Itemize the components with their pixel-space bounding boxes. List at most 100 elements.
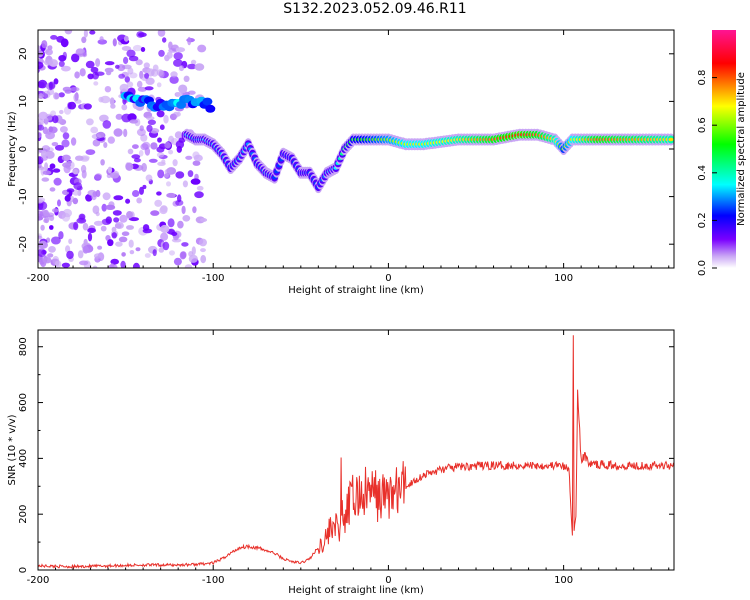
spectrogram-noise-blob [151,69,159,77]
spectrogram-noise-blob [131,154,141,159]
spectrogram-noise-blob [162,37,167,43]
spectrogram-noise-blob [182,215,191,222]
spectrogram-noise-blob [156,110,165,118]
page-title: S132.2023.052.09.46.R11 [283,1,467,17]
spectrogram-noise-blob [126,225,134,230]
spectrogram-noise-blob [38,79,48,89]
spectrogram-noise-blob [54,144,65,151]
spectrogram-noise-blob [157,137,162,143]
spectrogram-noise-blob [160,232,169,241]
spectrogram-noise-blob [38,118,44,127]
spectrogram-noise-blob [150,142,158,150]
spectrogram-noise-blob [125,162,134,171]
spectrogram-noise-blob [43,218,48,223]
spectrogram-noise-blob [100,159,105,166]
spectrogram-noise-blob [42,170,52,175]
spectrogram-noise-blob [93,220,104,226]
spectrogram-noise-blob [139,125,144,132]
spectrogram-noise-blob [83,103,92,110]
spectrogram-noise-blob [86,118,94,126]
spectrogram-noise-blob [42,126,48,135]
spectrogram-noise-blob [50,35,58,40]
spectrogram-noise-blob [157,30,166,37]
spectrogram-noise-blob [121,252,126,257]
spectrogram-noise-blob [175,199,184,206]
spectrogram-noise-blob [179,65,184,72]
spectrogram-noise-blob [175,92,183,97]
spectrogram-y-label: Frequency (Hz) [7,111,18,187]
spectrogram-noise-blob [177,220,184,229]
snr-panel: -200 -100 0 100 0 200 400 600 800 Height of stra… [7,329,675,596]
spectrogram-noise-blob [44,162,49,172]
spectrogram-noise-blob [138,32,147,37]
spectrogram-noise-blob [154,199,163,207]
spectrogram-noise-blob [173,257,182,266]
spectrogram-noise-blob [41,177,50,182]
spectrogram-noise-blob [92,139,101,147]
spectrogram-noise-blob [132,144,139,150]
spectrogram-noise-blob [51,236,61,245]
spectrogram-noise-blob [68,238,73,244]
spectrogram-noise-blob [187,36,192,46]
spectrogram-y-tick-label: -10 [18,188,29,204]
spectrogram-noise-blob [48,81,56,89]
spectrogram-noise-blob [54,260,60,267]
spectrogram-noise-blob [72,169,79,175]
spectrogram-noise-blob [100,225,107,232]
spectrogram-noise-blob [94,173,103,180]
spectrogram-noise-blob [58,60,65,67]
spectrogram-noise-blob [107,239,114,247]
spectrogram-noise-blob [104,61,115,66]
spectrogram-x-tick-label: 0 [385,273,391,284]
spectrogram-x-label: Height of straight line (km) [288,285,424,296]
spectrogram-noise-blob [111,232,118,239]
spectrogram-noise-blob [60,38,69,48]
spectrogram-y-tick-label: 20 [18,47,29,60]
spectrogram-noise-blob [190,178,201,185]
spectrogram-noise-blob [128,239,134,248]
spectrogram-noise-blob [61,139,70,148]
spectrogram-noise-blob [144,72,150,79]
snr-x-tick-label: 0 [385,575,391,586]
spectrogram-noise-blob [164,168,173,175]
snr-series-line [38,335,674,570]
spectrogram-noise-blob [52,208,59,213]
spectrogram-noise-blob [160,224,170,233]
snr-y-tick-label: 800 [18,337,29,356]
spectrogram-noise-blob [181,242,189,247]
spectrogram-noise-blob [54,92,60,100]
spectrogram-noise-blob [43,209,49,217]
spectrogram-noise-blob [190,59,197,65]
spectrogram-noise-blob [62,162,72,168]
spectrogram-noise-blob [40,224,45,231]
spectrogram-noise-blob [72,197,79,205]
colorbar-tick-label: 0.4 [697,165,708,181]
spectrogram-noise-blob [200,218,208,222]
spectrogram-noise-blob [177,194,182,203]
spectrogram-noise-blob [97,245,103,250]
spectrogram-noise-blob [42,257,52,264]
spectrogram-noise-blob [90,126,99,134]
snr-x-label: Height of straight line (km) [288,585,424,596]
spectrogram-noise-blob [38,124,44,131]
spectrogram-noise-blob [81,169,87,179]
spectrogram-noise-blob [144,86,154,91]
spectrogram-frame [37,29,675,269]
spectrogram-noise-blob [127,67,134,75]
spectrogram-noise-blob [188,254,198,263]
spectrogram-noise-blob [95,189,101,198]
spectrogram-noise-blob [200,255,207,264]
spectrogram-noise-blob [48,126,54,133]
spectrogram-noise-blob [200,248,206,253]
spectrogram-noise-blob [41,40,48,49]
spectrogram-noise-blob [66,250,74,260]
spectrogram-noise-blob [104,67,114,73]
spectrogram-noise-blob [52,115,59,124]
snr-y-tick-label: 400 [18,449,29,468]
spectrogram-noise-blob [199,238,207,247]
spectrogram-noise-blob [124,76,130,83]
spectrogram-noise-blob [59,126,68,133]
spectrogram-noise-blob [83,30,88,38]
